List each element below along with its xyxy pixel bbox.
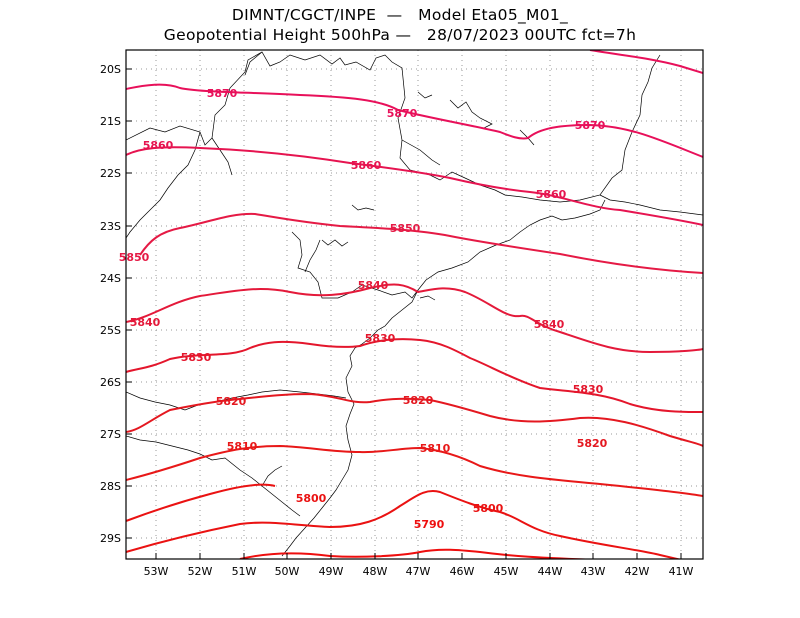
contour-label-5830: 5830: [181, 351, 212, 364]
contour-5860: [126, 146, 703, 226]
lon-tick-label: 43W: [581, 565, 606, 578]
contour-label-5840: 5840: [534, 318, 565, 331]
contour-label-5870: 5870: [387, 107, 418, 120]
contour-label-5810: 5810: [227, 440, 258, 453]
lat-tick-label: 20S: [100, 63, 121, 76]
longitude-axis-labels: 53W 52W 51W 50W 49W 48W 47W 46W 45W 44W …: [144, 565, 694, 578]
contour-5810: [126, 444, 703, 497]
lat-tick-label: 22S: [100, 167, 121, 180]
lat-tick-label: 27S: [100, 428, 121, 441]
contour-labels: 5870 5870 5870 5860 5860 5860 5850 5850 …: [119, 87, 608, 531]
contour-label-5840: 5840: [130, 316, 161, 329]
contour-5850: [139, 212, 703, 274]
contour-label-5840: 5840: [358, 279, 389, 292]
contour-5800-left: [126, 483, 276, 522]
map-title-line-1: DIMNT/CGCT/INPE — Model Eta05_M01_: [231, 6, 569, 24]
lon-tick-label: 42W: [625, 565, 650, 578]
lat-tick-label: 25S: [100, 324, 121, 337]
map-title-line-2: Geopotential Height 500hPa — 28/07/2023 …: [163, 26, 637, 44]
lon-tick-label: 49W: [319, 565, 344, 578]
contour-5840: [126, 283, 703, 354]
latitude-axis-labels: 20S 21S 22S 23S 24S 25S 26S 27S 28S 29S: [100, 63, 121, 545]
lat-tick-label: 24S: [100, 272, 121, 285]
contour-label-5820: 5820: [403, 394, 434, 407]
lon-tick-label: 41W: [669, 565, 694, 578]
contour-label-5870: 5870: [575, 119, 606, 132]
contour-label-5860: 5860: [143, 139, 174, 152]
contour-label-5800: 5800: [473, 502, 504, 515]
lon-tick-label: 45W: [494, 565, 519, 578]
contour-5800: [126, 490, 682, 559]
lon-tick-label: 48W: [363, 565, 388, 578]
contour-label-5810: 5810: [420, 442, 451, 455]
contour-label-5870: 5870: [207, 87, 238, 100]
lon-tick-label: 46W: [450, 565, 475, 578]
lat-tick-label: 26S: [100, 376, 121, 389]
contour-label-5850: 5850: [119, 251, 150, 264]
lon-tick-label: 50W: [275, 565, 300, 578]
lon-tick-label: 44W: [538, 565, 563, 578]
contour-5820: [126, 392, 703, 447]
lat-tick-label: 29S: [100, 532, 121, 545]
contour-label-5860: 5860: [536, 188, 567, 201]
lat-tick-label: 28S: [100, 480, 121, 493]
lon-tick-label: 53W: [144, 565, 169, 578]
contour-5790: [239, 548, 601, 559]
plot-frame: [125, 49, 704, 560]
contour-label-5830: 5830: [365, 332, 396, 345]
contour-label-5850: 5850: [390, 222, 421, 235]
lon-tick-label: 47W: [406, 565, 431, 578]
lat-tick-label: 23S: [100, 220, 121, 233]
contour-label-5820: 5820: [577, 437, 608, 450]
lon-tick-label: 52W: [188, 565, 213, 578]
contour-label-5800: 5800: [296, 492, 327, 505]
contour-5870-top: [589, 50, 703, 74]
grid-lines: [126, 50, 703, 559]
contour-5830: [126, 338, 703, 414]
contour-label-5820: 5820: [216, 395, 247, 408]
height-contours: [126, 50, 703, 559]
lon-tick-label: 51W: [232, 565, 257, 578]
contour-label-5830: 5830: [573, 383, 604, 396]
contour-label-5860: 5860: [351, 159, 382, 172]
lat-tick-label: 21S: [100, 115, 121, 128]
contour-5870: [126, 83, 703, 158]
tick-marks: [126, 68, 682, 559]
contour-label-5790: 5790: [414, 518, 445, 531]
